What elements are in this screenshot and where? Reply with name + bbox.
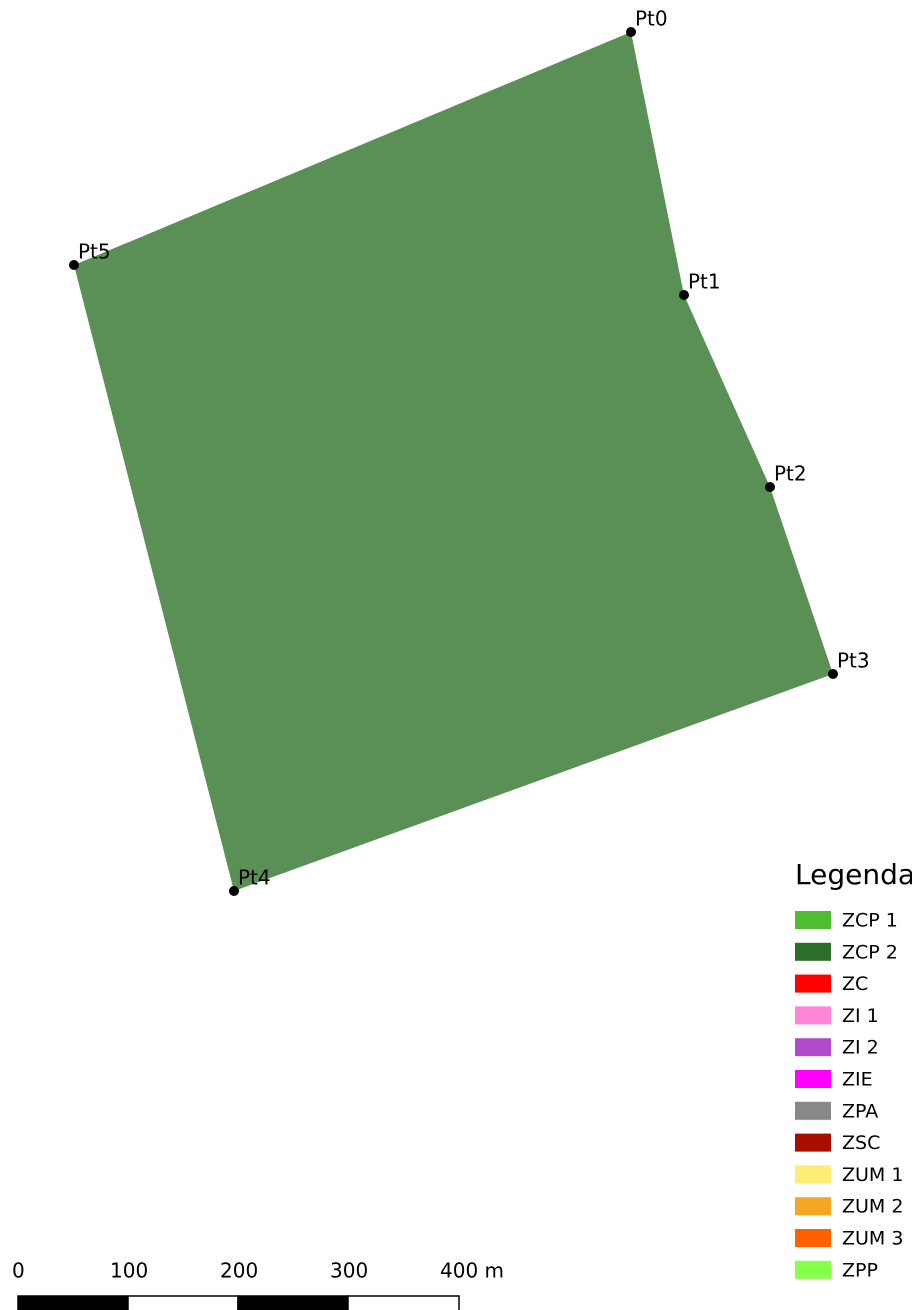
vertex [69, 260, 79, 270]
vertex-label: Pt2 [774, 462, 807, 486]
scale-label: 200 [220, 1259, 258, 1283]
vertex [679, 290, 689, 300]
parcel [74, 32, 833, 891]
scale-segment [237, 1295, 349, 1310]
legend-swatch [795, 911, 831, 929]
legend-swatch [795, 1038, 831, 1057]
legend-label: ZC [842, 973, 868, 995]
legend-swatch [795, 942, 831, 961]
legend-label: ZSC [842, 1132, 880, 1154]
legend-label: ZCP 1 [842, 910, 898, 932]
legend-swatch [795, 1006, 831, 1025]
vertex-label: Pt0 [635, 7, 668, 31]
legend-label: ZIE [842, 1069, 873, 1091]
vertex [765, 482, 775, 492]
legend-swatch [795, 1229, 831, 1247]
legend-swatch [795, 1070, 831, 1088]
legend-label: ZUM 3 [842, 1228, 903, 1250]
legend-label: ZUM 1 [842, 1164, 903, 1186]
legend-label: ZI 1 [842, 1005, 879, 1027]
legend-swatch [795, 1133, 831, 1152]
legend-label: ZPA [842, 1100, 878, 1122]
legend-label: ZI 2 [842, 1037, 879, 1059]
legend-swatch [795, 1101, 831, 1120]
legend-title: Legenda [795, 858, 912, 891]
legend-swatch [795, 1197, 831, 1216]
legend-label: ZUM 2 [842, 1196, 903, 1218]
legend-swatch [795, 974, 831, 993]
scale-segment [127, 1295, 239, 1310]
vertex-label: Pt4 [238, 866, 271, 890]
vertex-label: Pt3 [837, 649, 870, 673]
legend-swatch [795, 1260, 831, 1279]
legend-label: ZCP 2 [842, 941, 898, 963]
scale-segment [347, 1295, 460, 1310]
scale-segment [17, 1295, 129, 1310]
vertex [229, 886, 239, 896]
vertex-label: Pt5 [78, 240, 111, 264]
vertex [626, 27, 636, 37]
vertex-label: Pt1 [688, 270, 721, 294]
scale-label: 100 [110, 1259, 148, 1283]
scale-label: 0 [12, 1259, 25, 1283]
scale-label: 300 [330, 1259, 368, 1283]
scale-label: 400 m [440, 1259, 504, 1283]
legend-swatch [795, 1165, 831, 1184]
legend-label: ZPP [842, 1259, 878, 1281]
vertex [828, 669, 838, 679]
